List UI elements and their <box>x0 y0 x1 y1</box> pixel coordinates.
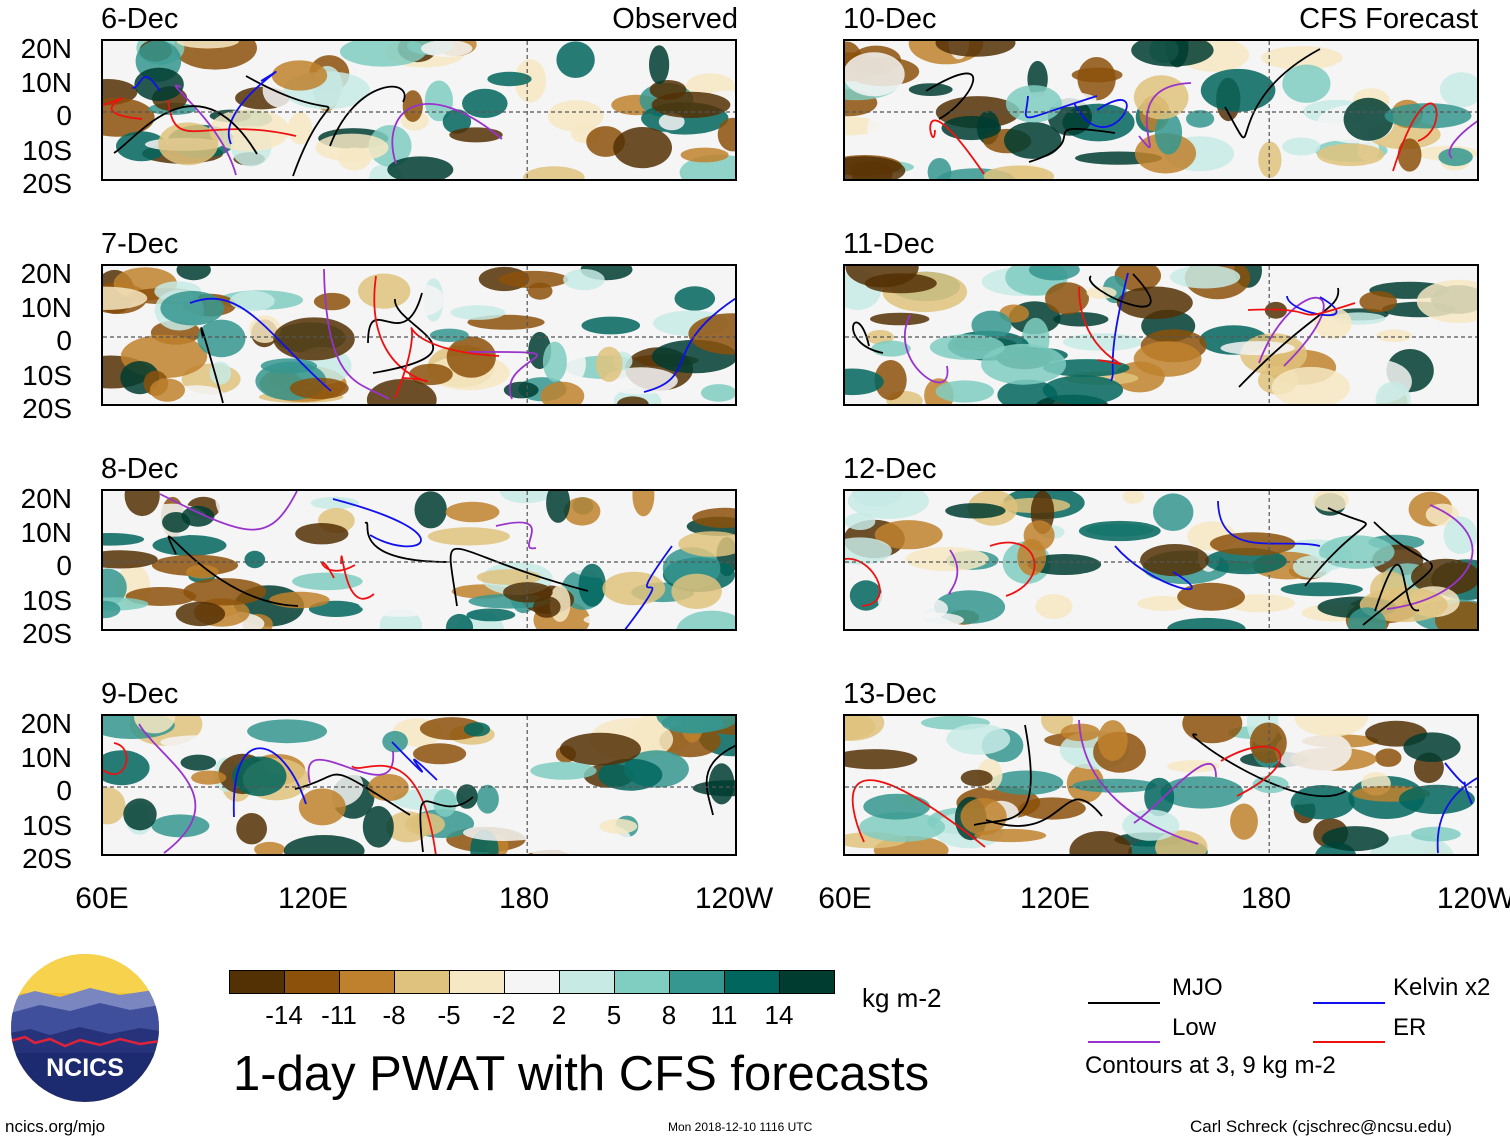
colorbar-tick-label: 2 <box>551 1000 567 1030</box>
map-panel-left-1 <box>101 39 737 181</box>
lat-label: 0 <box>56 550 72 581</box>
lon-label-120w: 120W <box>694 882 774 915</box>
lon-label-120w-right: 120W <box>1436 882 1510 915</box>
ncics-logo: NCICS <box>10 953 160 1103</box>
lon-label-180-right: 180 <box>1240 882 1292 915</box>
colorbar-swatch <box>669 970 725 994</box>
lat-label: 0 <box>56 775 72 806</box>
legend-er-line <box>1313 1041 1385 1043</box>
map-panel-left-2 <box>101 264 737 406</box>
panel-date-label: 9-Dec <box>101 678 179 710</box>
map-panel-right-1 <box>843 39 1479 181</box>
colorbar-swatch <box>779 970 835 994</box>
legend-er-label: ER <box>1393 1014 1427 1041</box>
legend-kelvin-label: Kelvin x2 <box>1393 974 1491 1001</box>
panel-date-label: 8-Dec <box>101 453 179 485</box>
lat-label: 0 <box>56 325 72 356</box>
legend-kelvin-line <box>1313 1002 1385 1004</box>
colorbar-tick-label: 11 <box>710 1000 738 1030</box>
map-panel-right-2 <box>843 264 1479 406</box>
colorbar-tick-label: -5 <box>437 1000 461 1030</box>
lat-label: 20S <box>22 393 72 424</box>
lon-label-60e: 60E <box>75 882 129 915</box>
colorbar-swatch <box>504 970 560 994</box>
panel-date-label: 12-Dec <box>843 453 937 485</box>
colorbar-tick-label: 5 <box>606 1000 622 1030</box>
colorbar-tick-label: 8 <box>661 1000 677 1030</box>
lon-label-120e-right: 120E <box>1019 882 1091 915</box>
lat-label: 10S <box>22 360 72 391</box>
cfs-forecast-label: CFS Forecast <box>1299 3 1478 35</box>
lat-label: 20N <box>20 708 72 739</box>
colorbar-swatch <box>559 970 615 994</box>
colorbar-units: kg m-2 <box>862 983 942 1013</box>
map-panel-right-3 <box>843 489 1479 631</box>
lat-label: 10S <box>22 810 72 841</box>
legend-low-label: Low <box>1172 1014 1217 1041</box>
colorbar-swatch <box>614 970 670 994</box>
lat-label: 20S <box>22 618 72 649</box>
map-panel-right-4 <box>843 714 1479 856</box>
legend-low-line <box>1088 1041 1160 1043</box>
colorbar-tick-label: -11 <box>321 1000 357 1030</box>
footer-author: Carl Schreck (cjschrec@ncsu.edu) <box>1190 1117 1452 1136</box>
chart-title: 1-day PWAT with CFS forecasts <box>233 1047 930 1101</box>
colorbar-swatch <box>394 970 450 994</box>
logo-text: NCICS <box>46 1054 124 1082</box>
lat-label: 0 <box>56 100 72 131</box>
lat-label: 10N <box>20 292 72 323</box>
colorbar-swatch <box>339 970 395 994</box>
lat-label: 20S <box>22 843 72 874</box>
panel-date-label: 10-Dec <box>843 3 937 35</box>
map-panel-left-3 <box>101 489 737 631</box>
panel-date-label: 11-Dec <box>843 228 935 260</box>
colorbar-tick-label: -2 <box>492 1000 516 1030</box>
observed-label: Observed <box>612 3 738 35</box>
lat-label: 20N <box>20 33 72 64</box>
lon-label-180: 180 <box>498 882 550 915</box>
footer-url: ncics.org/mjo <box>5 1117 106 1136</box>
legend-mjo-line <box>1088 1002 1160 1004</box>
lon-label-60e-right: 60E <box>818 882 872 915</box>
colorbar-tick-label: -8 <box>382 1000 406 1030</box>
footer-timestamp: Mon 2018-12-10 1116 UTC <box>668 1120 813 1134</box>
lat-label: 10S <box>22 135 72 166</box>
panel-date-label: 7-Dec <box>101 228 179 260</box>
lat-label: 20S <box>22 168 72 199</box>
lat-label: 10N <box>20 517 72 548</box>
legend-mjo-label: MJO <box>1172 974 1223 1001</box>
map-panel-left-4 <box>101 714 737 856</box>
lon-label-120e: 120E <box>277 882 349 915</box>
lat-label: 20N <box>20 258 72 289</box>
panel-date-label: 6-Dec <box>101 3 179 35</box>
colorbar-tick-label: -14 <box>265 1000 303 1030</box>
lat-label: 10S <box>22 585 72 616</box>
colorbar-swatch <box>229 970 285 994</box>
legend-contour-note: Contours at 3, 9 kg m-2 <box>1085 1052 1336 1079</box>
lat-label: 10N <box>20 67 72 98</box>
lat-label: 10N <box>20 742 72 773</box>
colorbar-swatch <box>449 970 505 994</box>
colorbar-swatch <box>724 970 780 994</box>
lat-label: 20N <box>20 483 72 514</box>
colorbar-tick-label: 14 <box>764 1000 794 1030</box>
colorbar-swatch <box>284 970 340 994</box>
panel-date-label: 13-Dec <box>843 678 937 710</box>
